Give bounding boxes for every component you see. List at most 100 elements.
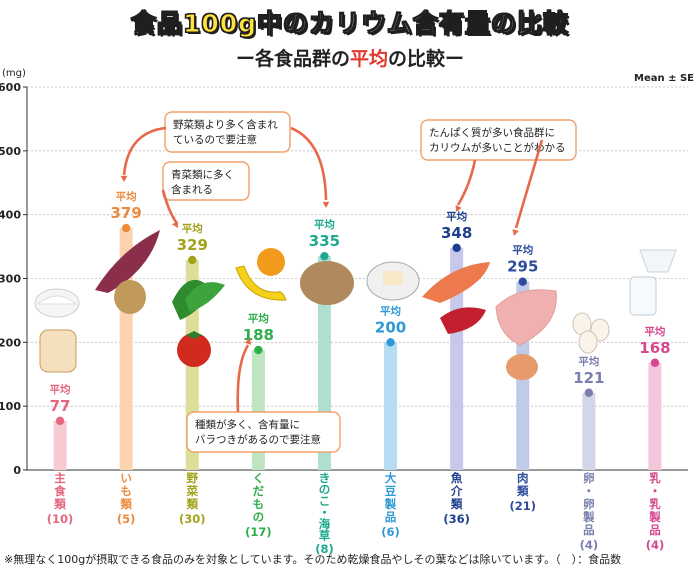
- category-label-9: 品: [649, 523, 661, 537]
- category-label-2: 類: [186, 497, 199, 511]
- count-label-5: (6): [381, 525, 400, 539]
- avg-label-6: 平均: [446, 210, 467, 223]
- category-label-6: 魚: [451, 471, 463, 485]
- category-label-3: の: [253, 510, 265, 524]
- mean-point-9: [650, 358, 660, 367]
- chart-subtitle: ー各食品群の平均の比較ー: [0, 44, 700, 71]
- orange-icon: [257, 248, 285, 276]
- y-tick-label: 0: [13, 464, 21, 477]
- category-label-8: ・: [583, 484, 595, 498]
- category-label-4: の: [319, 483, 331, 497]
- callout-text-1-1: 含まれる: [171, 183, 213, 196]
- category-label-4: ・: [319, 506, 331, 520]
- bar-5: [384, 342, 398, 470]
- category-label-2: 野: [187, 471, 199, 485]
- value-label-2: 329: [177, 236, 208, 254]
- arrow-head: [120, 175, 128, 182]
- mean-point-3: [254, 345, 263, 355]
- category-label-1: も: [120, 484, 132, 498]
- food-illustrations: [34, 230, 677, 380]
- value-label-0: 77: [50, 397, 71, 415]
- value-label-6: 348: [441, 224, 472, 242]
- bread-icon: [39, 329, 77, 373]
- mean-point-7: [518, 277, 527, 286]
- arrow-line: [236, 344, 250, 413]
- plot-area: [27, 87, 688, 470]
- avg-label-5: 平均: [380, 304, 401, 317]
- bar-0: [53, 420, 67, 470]
- mean-point-1: [121, 223, 131, 233]
- count-label-9: (4): [646, 538, 665, 552]
- bar-8: [582, 392, 596, 470]
- category-label-8: 卵: [583, 471, 595, 485]
- tomato-icon: [177, 333, 211, 367]
- category-label-8: 品: [583, 523, 595, 537]
- y-tick-label: 200: [0, 336, 21, 349]
- callout-box: [164, 111, 291, 153]
- callout-text-3-1: バラつきがあるので要注意: [195, 433, 321, 446]
- y-tick-label: 600: [0, 81, 21, 94]
- category-label-2: 菜: [186, 484, 199, 498]
- tuna-icon: [440, 307, 486, 334]
- title-post: 中のカリウム含有量の比較: [257, 9, 570, 39]
- mean-point-2: [188, 255, 197, 265]
- mean-point-6: [452, 243, 461, 253]
- avg-label-0: 平均: [50, 383, 71, 396]
- milk-glass-icon: [629, 276, 657, 316]
- avg-label-7: 平均: [512, 244, 533, 257]
- arrow-line: [514, 139, 544, 229]
- category-label-8: 製: [582, 510, 595, 524]
- callout-box: [186, 411, 341, 453]
- callout-arrows: [120, 126, 544, 413]
- category-label-4: 草: [319, 529, 331, 543]
- sweet-potato-icon: [95, 230, 160, 293]
- salmon-icon: [422, 262, 490, 303]
- pork-icon: [495, 289, 557, 346]
- category-label-9: 製: [648, 510, 661, 524]
- count-label-0: (10): [47, 512, 74, 526]
- arrow-head: [322, 201, 330, 208]
- avg-label-2: 平均: [182, 222, 203, 235]
- subtitle-pre: 各食品群の: [254, 48, 350, 70]
- subtitle-dash-right: ー: [445, 48, 465, 70]
- count-label-1: (5): [117, 512, 136, 526]
- bar-9: [648, 362, 662, 470]
- subtitle-post: の比較: [388, 48, 446, 70]
- callout-text-3-0: 種類が多く、含有量に: [195, 418, 300, 431]
- category-label-5: 品: [385, 510, 397, 524]
- category-label-1: 類: [119, 497, 132, 511]
- value-label-7: 295: [507, 258, 538, 276]
- y-tick-label: 500: [0, 145, 21, 158]
- spinach-leaf-icon: [185, 282, 225, 312]
- category-label-9: 乳: [649, 497, 661, 511]
- y-tick-label: 100: [0, 400, 21, 413]
- count-label-2: (30): [179, 512, 206, 526]
- chart-title: 食品100g中のカリウム含有量の比較: [0, 4, 700, 40]
- callout-text-2-1: カリウムが多いことがわかる: [429, 141, 566, 154]
- category-label-4: 海: [319, 517, 331, 531]
- value-label-1: 379: [110, 204, 141, 222]
- category-label-1: い: [120, 471, 132, 485]
- title-pre: 食品: [130, 9, 183, 39]
- callout-text-0-0: 野菜類より多く含まれ: [173, 118, 278, 131]
- category-label-6: 介: [450, 484, 463, 498]
- avg-label-9: 平均: [644, 325, 665, 338]
- count-label-3: (17): [245, 525, 272, 539]
- value-label-9: 168: [639, 339, 670, 357]
- category-label-0: 食: [54, 484, 66, 498]
- callout-text-0-1: ているので要注意: [173, 133, 257, 146]
- natto-icon: [383, 271, 403, 285]
- y-tick-label: 400: [0, 209, 21, 222]
- category-label-0: 類: [53, 497, 66, 511]
- subtitle-dash-left: ー: [235, 48, 255, 70]
- title-num: 100g: [182, 9, 258, 39]
- value-label-5: 200: [375, 318, 406, 336]
- mean-point-4: [320, 251, 329, 261]
- yogurt-icon: [639, 249, 677, 273]
- arrow-line: [122, 126, 167, 176]
